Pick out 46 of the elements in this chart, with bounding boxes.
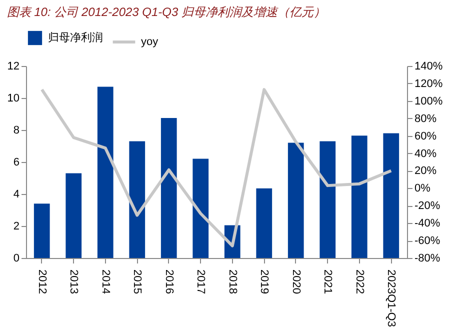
x-tick-label: 2014 <box>99 270 112 294</box>
bar <box>97 86 114 258</box>
legend-label: yoy <box>141 36 159 48</box>
x-tick-label: 2020 <box>290 270 302 294</box>
y2-tick-label: 140% <box>414 60 443 72</box>
bar <box>66 173 82 258</box>
y2-tick-label: -60% <box>414 235 440 248</box>
legend-label: 归母净利润 <box>48 31 103 44</box>
x-tick-label: 2016 <box>162 270 175 294</box>
y2-tick-label: 0% <box>414 182 431 195</box>
bar <box>320 141 336 258</box>
x-tick-label: 2015 <box>131 270 144 294</box>
x-tick-label: 2019 <box>258 270 270 294</box>
bar <box>288 142 304 258</box>
y-tick-label: 4 <box>13 188 20 200</box>
line-series <box>40 88 393 248</box>
bar <box>34 204 50 258</box>
x-tick-label: 2017 <box>194 270 207 294</box>
y2-tick-label: -80% <box>414 252 440 264</box>
y2-tick-label: -40% <box>414 218 440 230</box>
y-tick-label: 8 <box>13 124 20 136</box>
y-tick-label: 10 <box>7 92 20 104</box>
x-tick-label: 2013 <box>68 270 80 294</box>
bar <box>351 136 368 258</box>
y2-tick-label: 120% <box>414 78 443 90</box>
x-tick-label: 2018 <box>226 270 238 294</box>
x-tick-label: 2012 <box>36 270 48 294</box>
bar <box>129 141 146 258</box>
x-tick-label: 2021 <box>322 270 334 294</box>
chart-title: 图表 10: 公司 2012-2023 Q1-Q3 归母净利润及增速（亿元） <box>6 5 326 19</box>
y2-tick-label: 60% <box>414 130 437 142</box>
x-tick-label: 2022 <box>353 270 366 294</box>
y2-tick-label: 100% <box>414 95 443 108</box>
y-tick-label: 0 <box>13 252 20 264</box>
y2-tick-label: -20% <box>414 200 440 212</box>
y2-tick-label: 20% <box>414 165 437 178</box>
bar <box>160 118 177 258</box>
y-tick-label: 12 <box>7 60 20 72</box>
bar <box>383 133 400 258</box>
y2-tick-label: 40% <box>414 148 437 160</box>
bar <box>256 188 272 258</box>
x-tick-label: 2023Q1-Q3 <box>385 270 398 327</box>
bar <box>192 158 209 258</box>
y2-tick-label: 80% <box>414 112 437 125</box>
y-tick-label: 6 <box>13 156 20 168</box>
y-tick-label: 2 <box>13 220 20 232</box>
